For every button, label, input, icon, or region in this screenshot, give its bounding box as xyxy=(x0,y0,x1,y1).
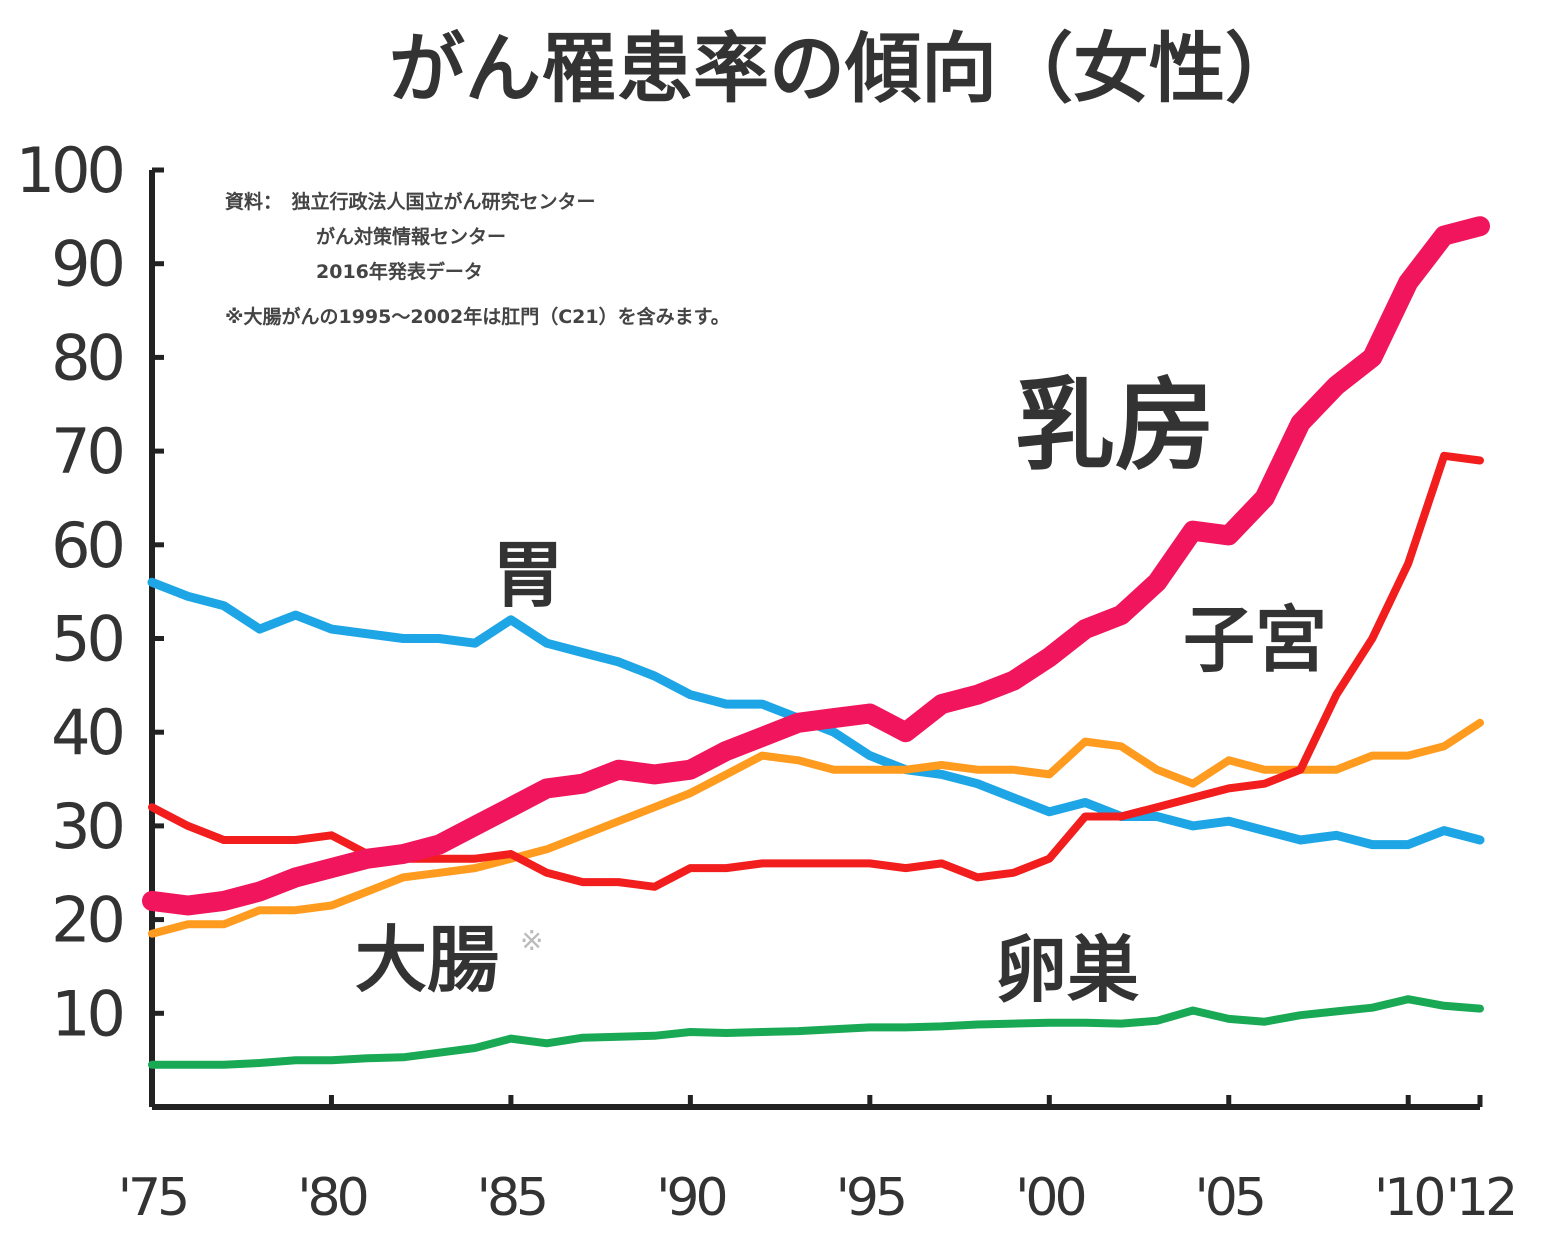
label-colon-note-mark: ※ xyxy=(520,924,543,957)
y-tick-label: 70 xyxy=(51,415,122,488)
x-tick-label: '95 xyxy=(836,1168,904,1228)
series-line-卵巣 xyxy=(148,995,1484,1069)
label-ovary: 卵巣 xyxy=(995,928,1139,1012)
x-tick-label: '75 xyxy=(118,1168,186,1228)
source-note: 資料： 独立行政法人国立がん研究センター がん対策情報センター 2016年発表デ… xyxy=(225,190,730,328)
x-tick-label: '90 xyxy=(656,1168,725,1228)
x-tick-label: '80 xyxy=(297,1168,366,1228)
y-tick-label: 40 xyxy=(51,696,122,769)
y-tick-label: 50 xyxy=(51,603,122,676)
y-tick-label: 90 xyxy=(51,228,122,301)
chart-title: がん罹患率の傾向（女性） xyxy=(389,24,1301,113)
source-line: がん対策情報センター xyxy=(316,225,506,248)
y-tick-label: 10 xyxy=(51,977,122,1050)
label-breast: 乳房 xyxy=(1015,367,1215,484)
source-line: 2016年発表データ xyxy=(316,260,483,283)
x-tick-label: '85 xyxy=(477,1168,545,1228)
label-uterus: 子宮 xyxy=(1183,598,1327,682)
series-labels: 乳房 胃 子宮 大腸 ※ 卵巣 xyxy=(355,367,1327,1012)
label-stomach: 胃 xyxy=(492,533,564,617)
y-tick-label: 80 xyxy=(51,321,122,394)
series-line-乳房 xyxy=(142,216,1490,916)
series-line-大腸※ xyxy=(148,718,1484,938)
axes: 100 90 80 70 60 50 40 30 20 10 '75 '80 '85 '90 '95 '00 '… xyxy=(16,134,1519,1228)
series-lines xyxy=(142,216,1490,1069)
source-line: 資料： 独立行政法人国立がん研究センター xyxy=(225,190,596,213)
label-colon: 大腸 xyxy=(355,918,499,1002)
source-line: ※大腸がんの1995〜2002年は肛門（C21）を含みます。 xyxy=(225,305,730,328)
y-tick-label: 30 xyxy=(51,790,122,863)
x-tick-label: '12 xyxy=(1446,1168,1514,1228)
y-tick-label: 20 xyxy=(51,884,122,957)
x-tick-label: '05 xyxy=(1195,1168,1263,1228)
y-tick-label: 60 xyxy=(51,509,122,582)
x-tick-label: '00 xyxy=(1015,1168,1084,1228)
x-tick-label: '10 xyxy=(1374,1168,1443,1228)
y-tick-label: 100 xyxy=(16,134,123,207)
